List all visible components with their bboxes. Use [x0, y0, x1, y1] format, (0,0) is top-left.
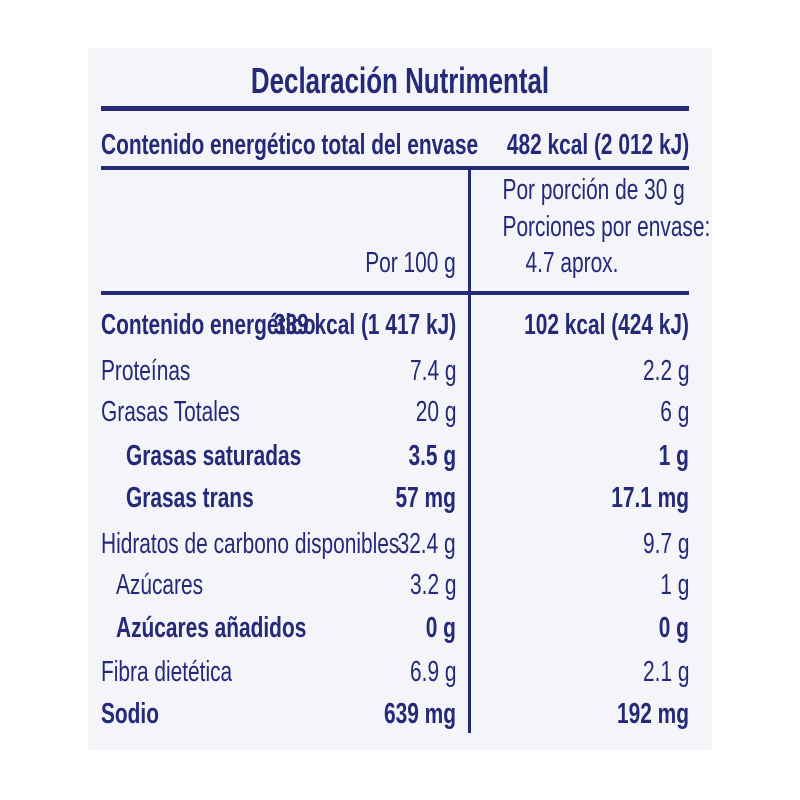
row-portion: 1 g — [659, 569, 689, 601]
row-per100: 339 kcal (1 417 kJ) — [273, 309, 456, 341]
row-per100: 3.2 g — [409, 569, 456, 601]
row-label: Proteínas — [101, 355, 191, 387]
divider-title — [101, 106, 689, 111]
total-energy-value: 482 kcal (2 012 kJ) — [506, 129, 689, 161]
header-per-portion: Por porción de 30 g — [502, 174, 685, 206]
header-portions-value: 4.7 aprox. — [525, 247, 619, 279]
row-label: Fibra dietética — [101, 656, 233, 688]
row-portion: 0 g — [658, 612, 689, 644]
row-per100: 57 mg — [395, 482, 456, 514]
row-per100: 20 g — [415, 396, 456, 428]
row-portion: 2.1 g — [642, 656, 689, 688]
divider-header — [101, 291, 689, 295]
row-label: Sodio — [101, 698, 159, 730]
nutrition-label-panel — [88, 48, 712, 750]
row-portion: 192 mg — [617, 698, 689, 730]
row-per100: 6.9 g — [409, 656, 456, 688]
row-per100: 639 mg — [384, 698, 456, 730]
column-divider — [468, 168, 471, 733]
row-label: Hidratos de carbono disponibles — [101, 528, 400, 560]
row-per100: 7.4 g — [409, 355, 456, 387]
header-per100: Por 100 g — [365, 247, 456, 279]
row-per100: 32.4 g — [397, 528, 456, 560]
divider-total — [101, 166, 689, 170]
header-portions-label: Porciones por envase: — [502, 211, 711, 243]
row-portion: 9.7 g — [642, 528, 689, 560]
row-per100: 3.5 g — [408, 440, 456, 472]
row-label: Azúcares — [116, 569, 204, 601]
row-portion: 1 g — [658, 440, 689, 472]
row-label: Azúcares añadidos — [116, 612, 307, 644]
row-per100: 0 g — [425, 612, 456, 644]
row-label: Grasas trans — [126, 482, 254, 514]
row-label: Grasas saturadas — [126, 440, 302, 472]
row-label: Grasas Totales — [101, 396, 240, 428]
row-portion: 2.2 g — [642, 355, 689, 387]
row-portion: 17.1 mg — [611, 482, 689, 514]
total-energy-label: Contenido energético total del envase — [101, 129, 479, 161]
row-portion: 6 g — [659, 396, 689, 428]
row-portion: 102 kcal (424 kJ) — [524, 309, 689, 341]
row-label: Contenido energético — [101, 309, 316, 341]
label-title: Declaración Nutrimental — [250, 60, 550, 101]
